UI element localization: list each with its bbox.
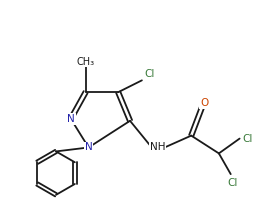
Text: N: N (67, 114, 75, 124)
Text: Cl: Cl (227, 178, 238, 188)
Text: Cl: Cl (242, 134, 253, 144)
Text: CH₃: CH₃ (77, 56, 95, 67)
Text: N: N (85, 143, 93, 152)
Text: Cl: Cl (145, 69, 155, 79)
Text: O: O (200, 98, 208, 108)
Text: NH: NH (150, 143, 165, 152)
